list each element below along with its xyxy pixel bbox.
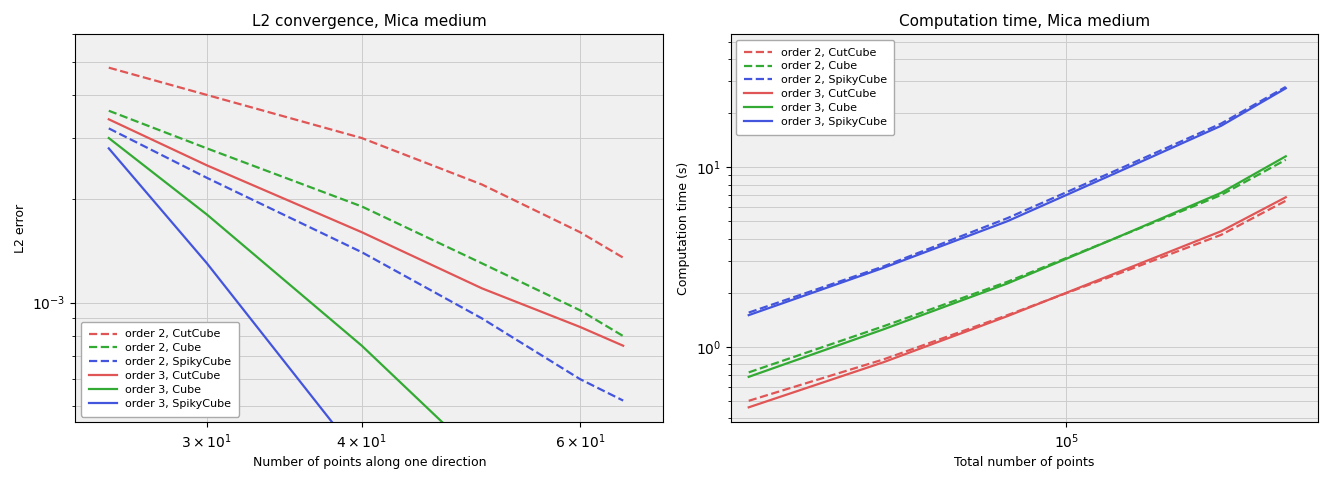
order 2, SpikyCube	[1213, 121, 1229, 127]
order 3, Cube	[354, 343, 370, 349]
order 2, CutCube	[1213, 232, 1229, 238]
X-axis label: Number of points along one direction: Number of points along one direction	[253, 456, 486, 469]
order 3, CutCube	[741, 404, 757, 410]
Line: order 3, SpikyCube: order 3, SpikyCube	[109, 148, 623, 483]
order 3, SpikyCube	[741, 312, 757, 318]
Legend: order 2, CutCube, order 2, Cube, order 2, SpikyCube, order 3, CutCube, order 3, : order 2, CutCube, order 2, Cube, order 2…	[81, 322, 240, 417]
order 2, Cube	[999, 279, 1015, 284]
Y-axis label: L2 error: L2 error	[13, 204, 27, 253]
order 2, SpikyCube	[615, 398, 631, 403]
order 2, SpikyCube	[875, 264, 891, 270]
order 2, Cube	[101, 108, 117, 114]
Title: Computation time, Mica medium: Computation time, Mica medium	[899, 14, 1150, 29]
order 3, SpikyCube	[999, 218, 1015, 224]
order 2, SpikyCube	[571, 376, 587, 382]
Line: order 3, CutCube: order 3, CutCube	[749, 197, 1285, 407]
order 3, SpikyCube	[354, 457, 370, 463]
order 2, Cube	[875, 324, 891, 329]
order 2, SpikyCube	[741, 310, 757, 315]
order 2, SpikyCube	[354, 249, 370, 255]
order 3, SpikyCube	[1107, 171, 1123, 177]
order 2, CutCube	[1277, 198, 1293, 204]
order 2, Cube	[1277, 157, 1293, 163]
Legend: order 2, CutCube, order 2, Cube, order 2, SpikyCube, order 3, CutCube, order 3, : order 2, CutCube, order 2, Cube, order 2…	[737, 40, 894, 135]
order 3, CutCube	[101, 116, 117, 122]
order 3, SpikyCube	[1277, 85, 1293, 91]
order 2, CutCube	[354, 135, 370, 141]
order 2, CutCube	[875, 356, 891, 362]
Line: order 2, CutCube: order 2, CutCube	[109, 68, 623, 257]
order 2, CutCube	[999, 312, 1015, 318]
order 2, SpikyCube	[101, 126, 117, 131]
order 2, Cube	[571, 307, 587, 313]
Line: order 2, SpikyCube: order 2, SpikyCube	[109, 128, 623, 400]
order 3, SpikyCube	[875, 265, 891, 271]
Title: L2 convergence, Mica medium: L2 convergence, Mica medium	[252, 14, 486, 29]
Line: order 2, CutCube: order 2, CutCube	[749, 201, 1285, 401]
Line: order 2, SpikyCube: order 2, SpikyCube	[749, 87, 1285, 313]
order 3, Cube	[1213, 190, 1229, 196]
order 2, SpikyCube	[474, 315, 490, 321]
order 3, Cube	[474, 457, 490, 463]
order 3, Cube	[1277, 154, 1293, 159]
order 2, CutCube	[1107, 272, 1123, 278]
order 3, CutCube	[198, 162, 214, 168]
order 2, Cube	[474, 260, 490, 266]
order 3, SpikyCube	[198, 260, 214, 266]
order 2, CutCube	[198, 92, 214, 98]
X-axis label: Total number of points: Total number of points	[954, 456, 1095, 469]
order 3, Cube	[875, 327, 891, 332]
order 2, SpikyCube	[1277, 84, 1293, 90]
order 2, Cube	[1107, 236, 1123, 242]
order 3, SpikyCube	[1213, 123, 1229, 128]
order 3, CutCube	[1213, 228, 1229, 234]
Line: order 2, Cube: order 2, Cube	[109, 111, 623, 336]
Line: order 3, Cube: order 3, Cube	[109, 138, 623, 483]
order 3, Cube	[999, 281, 1015, 286]
order 3, CutCube	[1107, 271, 1123, 277]
order 2, Cube	[354, 203, 370, 209]
order 2, CutCube	[101, 65, 117, 71]
order 2, Cube	[741, 369, 757, 375]
order 3, Cube	[741, 374, 757, 380]
Line: order 3, SpikyCube: order 3, SpikyCube	[749, 88, 1285, 315]
Line: order 3, Cube: order 3, Cube	[749, 156, 1285, 377]
order 3, Cube	[198, 212, 214, 217]
order 2, CutCube	[571, 229, 587, 235]
order 2, SpikyCube	[1107, 168, 1123, 174]
order 3, CutCube	[615, 343, 631, 349]
order 2, CutCube	[615, 255, 631, 260]
order 3, CutCube	[999, 313, 1015, 319]
order 2, Cube	[615, 333, 631, 339]
order 3, CutCube	[474, 285, 490, 291]
order 3, CutCube	[571, 324, 587, 330]
order 2, CutCube	[741, 398, 757, 404]
order 2, SpikyCube	[999, 215, 1015, 221]
order 3, CutCube	[354, 229, 370, 235]
order 3, Cube	[1107, 236, 1123, 242]
order 3, SpikyCube	[101, 145, 117, 151]
order 3, CutCube	[875, 359, 891, 365]
Line: order 2, Cube: order 2, Cube	[749, 160, 1285, 372]
order 2, Cube	[1213, 192, 1229, 198]
order 2, CutCube	[474, 182, 490, 187]
order 2, SpikyCube	[198, 175, 214, 181]
Y-axis label: Computation time (s): Computation time (s)	[677, 162, 690, 295]
order 2, Cube	[198, 145, 214, 151]
order 3, Cube	[101, 135, 117, 141]
Line: order 3, CutCube: order 3, CutCube	[109, 119, 623, 346]
order 3, CutCube	[1277, 194, 1293, 200]
